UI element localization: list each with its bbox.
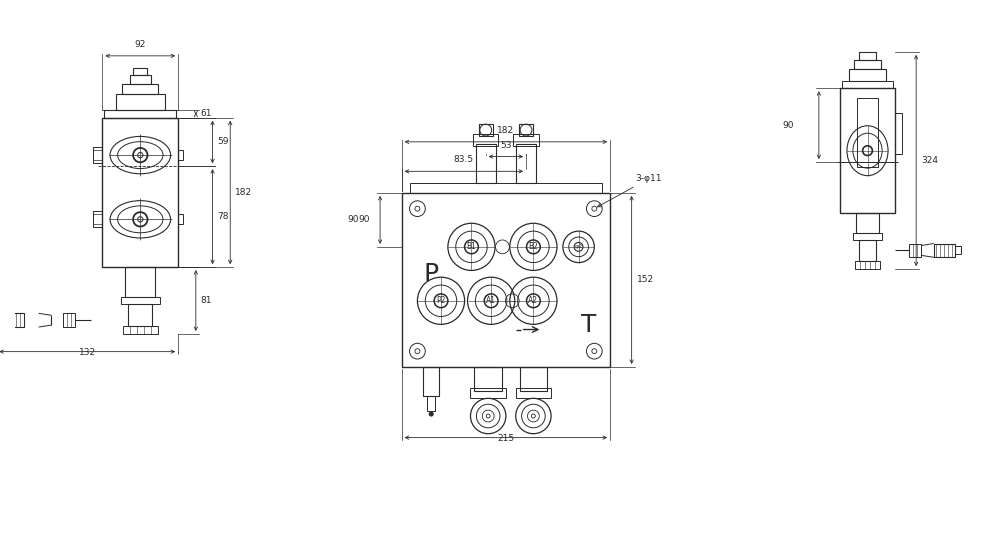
Text: 3-φ11: 3-φ11 [598,174,662,207]
Bar [856,213,879,233]
Text: 182: 182 [497,126,514,135]
Bar [853,233,882,239]
Text: 90: 90 [783,121,794,130]
Text: 92: 92 [135,40,146,49]
Bar [178,150,183,160]
Bar [513,134,539,146]
Bar [93,147,102,163]
Text: 152: 152 [637,276,654,284]
Bar [474,367,502,391]
Text: A2: A2 [528,296,538,305]
Bar [473,134,498,146]
Bar [516,389,551,399]
Bar [855,261,880,269]
Text: 81: 81 [201,296,212,305]
Text: A1: A1 [486,296,496,305]
Bar [128,305,152,326]
Text: 90: 90 [358,215,370,225]
Bar [955,247,961,254]
Bar [840,88,895,213]
Bar [102,117,178,267]
Bar [0,316,2,324]
Bar [516,144,536,183]
Text: 59: 59 [217,137,229,147]
Bar [479,124,493,136]
Text: P: P [424,262,439,286]
Bar [178,215,183,224]
Bar [93,211,102,227]
Bar [520,367,547,391]
Text: B2: B2 [528,242,538,251]
Bar [519,124,533,136]
Bar [402,193,610,367]
Bar [854,60,881,69]
Bar [857,98,878,167]
Bar [859,239,876,261]
Bar [470,389,506,399]
Bar [121,296,160,305]
Text: 215: 215 [497,434,514,442]
Bar [63,313,75,327]
Text: 83.5: 83.5 [454,155,474,165]
Bar [133,68,147,75]
Bar [934,244,955,257]
Bar [116,94,165,110]
Bar [476,144,496,183]
Text: T: T [581,313,596,337]
Text: 78: 78 [217,212,229,221]
Bar [859,52,876,60]
Bar [909,244,921,257]
Bar [130,75,151,85]
Text: 182: 182 [235,188,252,197]
Text: 90: 90 [347,215,358,225]
Text: 61: 61 [201,109,212,119]
Circle shape [429,412,433,416]
Bar [125,267,155,296]
Bar [122,85,158,94]
Text: φ2: φ2 [574,244,583,249]
Text: 132: 132 [79,348,96,356]
Text: P2: P2 [436,296,446,305]
Text: B1: B1 [467,242,476,251]
Text: 324: 324 [921,156,938,165]
Bar [2,313,24,327]
Bar [410,183,602,193]
Bar [123,326,158,334]
Bar [427,396,435,411]
Bar [842,81,893,88]
Bar [423,367,439,396]
Bar [849,69,886,81]
Text: 53: 53 [500,141,512,150]
Bar [104,110,176,117]
Bar [895,113,902,154]
